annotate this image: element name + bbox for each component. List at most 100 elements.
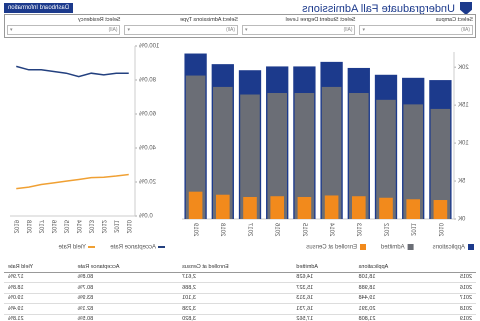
table-cell: 18,988 (354, 282, 434, 293)
x-tick-label: 2013 (355, 222, 361, 236)
table-cell: 21,808 (354, 314, 434, 321)
x-tick-label: 2010 (437, 222, 443, 236)
x-tick-label: 2018 (25, 219, 31, 233)
x-tick-label: 2014 (328, 222, 334, 236)
bar (430, 108, 451, 219)
bar (321, 86, 342, 219)
bar (324, 195, 339, 219)
bar (216, 194, 230, 219)
bar (213, 86, 233, 219)
column-header: Applications (354, 262, 434, 272)
x-tick-label: 2015 (63, 219, 69, 233)
line (16, 65, 129, 78)
bar (433, 200, 448, 219)
y-tick-label: 0K (458, 217, 465, 223)
y-tick-label: 20.0% (138, 180, 156, 186)
y-tick-label: 100.0% (138, 44, 159, 50)
bar (352, 196, 366, 219)
table-cell: 80.7% (73, 282, 179, 293)
table-cell: 2,886 (178, 282, 293, 293)
x-tick-label: 2013 (88, 219, 94, 233)
x-tick-label: 2011 (113, 219, 119, 233)
y-tick-label: 60.0% (138, 112, 156, 118)
column-header: Enrolled at Census (178, 262, 293, 272)
y-tick-label: 20K (458, 65, 469, 71)
table-cell: 2018 (433, 303, 476, 314)
table-cell: 82.1% (73, 303, 179, 314)
y-tick-label: 80.0% (138, 78, 156, 84)
table-cell: 83.9% (73, 293, 179, 304)
table-cell: 19,448 (354, 293, 434, 304)
bar (270, 196, 284, 219)
table-cell: 80.8% (73, 272, 179, 283)
y-tick-label: 0.0% (138, 214, 152, 220)
bar (294, 92, 315, 219)
table-cell: 18,108 (354, 272, 434, 283)
x-tick-label: 2012 (100, 219, 106, 233)
x-tick-label: 2019 (13, 219, 19, 233)
legend-label: Acceptance Rate (110, 245, 156, 251)
table-cell: 20,391 (354, 303, 434, 314)
table-cell: 17.9% (4, 272, 74, 283)
table-row: 2015 18,108 14,628 2,617 80.8% 17.9% (4, 272, 476, 283)
table-cell: 2015 (433, 272, 476, 283)
y-tick-label: 40.0% (138, 146, 156, 152)
table-cell: 3,101 (178, 293, 293, 304)
summary-table: Applications Admitted Enrolled at Census Ac… (4, 262, 476, 321)
x-tick-label: 2014 (75, 219, 81, 233)
bar (267, 92, 287, 219)
x-tick-label: 2010 (125, 219, 131, 233)
bar (379, 197, 393, 219)
table-cell: 80.5% (73, 314, 179, 321)
x-tick-label: 2018 (219, 222, 225, 236)
x-tick-label: 2015 (301, 222, 307, 236)
table-cell: 2017 (433, 293, 476, 304)
line (16, 173, 129, 190)
table-row: 2018 20,391 16,731 3,238 82.1% 19.4% (4, 303, 476, 314)
column-header (433, 262, 476, 272)
table-cell: 15,327 (292, 282, 355, 293)
table-cell: 19.4% (4, 303, 74, 314)
table-cell: 2019 (433, 314, 476, 321)
column-header: Admitted (292, 262, 355, 272)
table-row: 2017 19,448 16,313 3,101 83.9% 19.0% (4, 293, 476, 304)
x-tick-label: 2011 (410, 222, 416, 236)
table-cell: 16,731 (292, 303, 355, 314)
y-tick-label: 10K (458, 141, 469, 147)
bar (240, 94, 260, 219)
table-cell: 19.0% (4, 293, 74, 304)
legend-swatch (360, 244, 366, 250)
table-cell: 17,562 (292, 314, 355, 321)
table-cell: 3,820 (178, 314, 293, 321)
legend-label: Admitted (381, 245, 405, 251)
table-cell: 16,313 (292, 293, 355, 304)
table-cell: 14,628 (292, 272, 355, 283)
legend-swatch (407, 244, 414, 250)
column-header: Yield Rate (4, 262, 74, 272)
bar (297, 196, 312, 219)
bar (376, 99, 396, 219)
y-tick-label: 15K (458, 103, 469, 109)
table-cell: 3,238 (178, 303, 293, 314)
table-cell: 18.8% (4, 282, 74, 293)
table-row: 2016 18,988 15,327 2,886 80.7% 18.8% (4, 282, 476, 293)
legend-label: Enrolled at Census (306, 245, 357, 251)
legend-swatch (468, 244, 474, 250)
bar (188, 191, 203, 219)
x-tick-label: 2017 (38, 219, 44, 233)
x-tick-label: 2012 (382, 222, 388, 236)
bar (406, 199, 420, 219)
legend-label: Yield Rate (58, 245, 86, 251)
bar (185, 75, 206, 219)
bar (349, 92, 369, 219)
legend-label: Applications (433, 245, 465, 251)
bar (403, 104, 423, 219)
y-tick-label: 5K (458, 179, 465, 185)
bar (243, 196, 257, 219)
x-tick-label: 2017 (246, 222, 252, 236)
table-row: 2019 21,808 17,562 3,820 80.5% 21.8% (4, 314, 476, 321)
table-cell: 2,617 (178, 272, 293, 283)
charts: 0K 5K 10K 15K 20K 2010 2011 2012 2013 2014 2015 201… (10, 44, 474, 251)
